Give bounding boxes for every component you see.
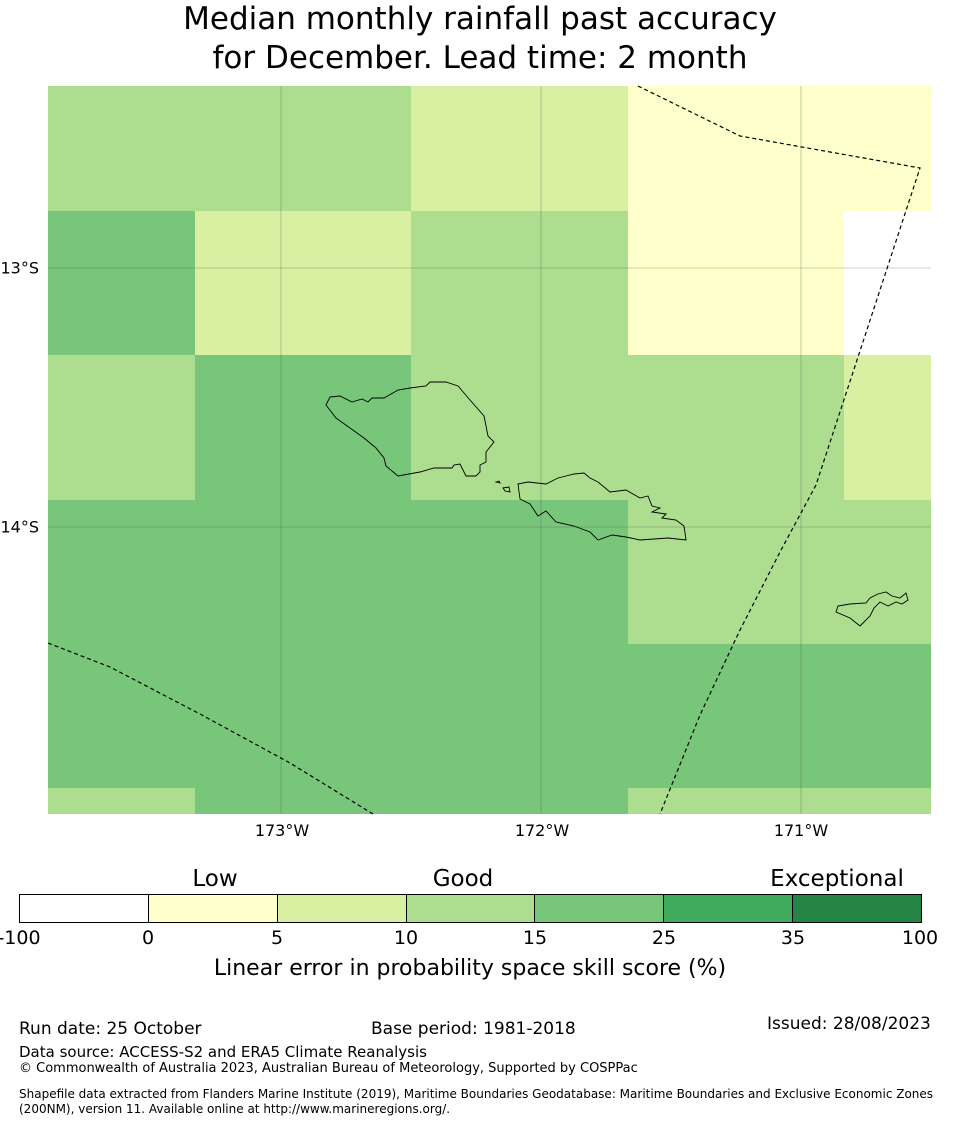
lon-label-173w: 173°W — [254, 821, 310, 840]
colorbar-segment — [20, 895, 149, 922]
colorbar-tick-label: 35 — [780, 927, 806, 949]
base-period: Base period: 1981-2018 — [371, 1019, 576, 1039]
upolu-island — [517, 472, 687, 541]
grid-cell — [195, 211, 411, 355]
eez-boundary-southwest — [47, 642, 374, 815]
grid-cell — [195, 788, 628, 814]
colorbar — [19, 894, 922, 923]
colorbar-tick-label: 0 — [141, 927, 155, 949]
skill-map — [47, 85, 931, 815]
shapefile-credit-line-1: Shapefile data extracted from Flanders M… — [19, 1087, 934, 1101]
coastlines — [325, 381, 909, 627]
colorbar-tick-label: 5 — [270, 927, 284, 949]
savaii-island — [325, 381, 495, 477]
grid-cell — [628, 500, 931, 644]
grid-cell — [628, 86, 931, 211]
grid-cell — [411, 355, 844, 500]
colorbar-title: Linear error in probability space skill … — [213, 956, 727, 981]
title-line-2: for December. Lead time: 2 month — [212, 40, 748, 76]
lon-label-172w: 172°W — [514, 821, 570, 840]
copyright-notice: © Commonwealth of Australia 2023, Austra… — [19, 1061, 638, 1076]
grid-cell — [48, 86, 411, 211]
apolima-islet — [494, 480, 501, 484]
maritime-boundaries — [47, 85, 921, 815]
title-line-1: Median monthly rainfall past accuracy — [183, 1, 777, 37]
colorbar-segment — [406, 895, 536, 922]
data-source: Data source: ACCESS-S2 and ERA5 Climate … — [19, 1043, 427, 1061]
grid-cell — [48, 788, 195, 814]
colorbar-segment — [793, 895, 922, 922]
eez-boundary-east — [637, 85, 921, 815]
colorbar-tick-label: 25 — [651, 927, 677, 949]
skill-grid — [48, 86, 931, 814]
colorbar-tick-label: 10 — [393, 927, 419, 949]
grid-cell — [48, 644, 931, 788]
run-date: Run date: 25 October — [19, 1019, 202, 1039]
lat-label-14s: 14°S — [0, 517, 39, 537]
grid-cell — [48, 211, 195, 355]
grid-cell — [48, 500, 628, 644]
grid-cell — [844, 355, 931, 500]
grid-cell — [628, 211, 844, 355]
legend-category-exceptional: Exceptional — [770, 866, 904, 892]
legend-category-low: Low — [192, 866, 238, 892]
colorbar-segment — [277, 895, 407, 922]
grid-cell — [411, 86, 628, 211]
grid-cell — [411, 211, 628, 355]
issued-date: Issued: 28/08/2023 — [767, 1014, 931, 1034]
grid-cell — [48, 355, 195, 500]
grid-cell — [195, 355, 411, 500]
colorbar-segment — [535, 895, 665, 922]
colorbar-tick-label: -100 — [0, 927, 41, 949]
shapefile-credit-line-2: (200NM), version 11. Available online at… — [19, 1102, 451, 1116]
manono-islet — [502, 486, 511, 493]
colorbar-tick-label: 15 — [522, 927, 548, 949]
lat-label-13s: 13°S — [0, 258, 39, 278]
grid-cell — [844, 211, 931, 355]
colorbar-segment — [664, 895, 794, 922]
legend-category-good: Good — [432, 866, 494, 892]
map-title: Median monthly rainfall past accuracy fo… — [0, 0, 960, 78]
graticule — [48, 86, 931, 814]
grid-cell — [628, 788, 931, 814]
colorbar-segment — [148, 895, 278, 922]
tutuila-island — [835, 591, 909, 627]
lon-label-171w: 171°W — [773, 821, 829, 840]
colorbar-tick-label: 100 — [901, 927, 939, 949]
